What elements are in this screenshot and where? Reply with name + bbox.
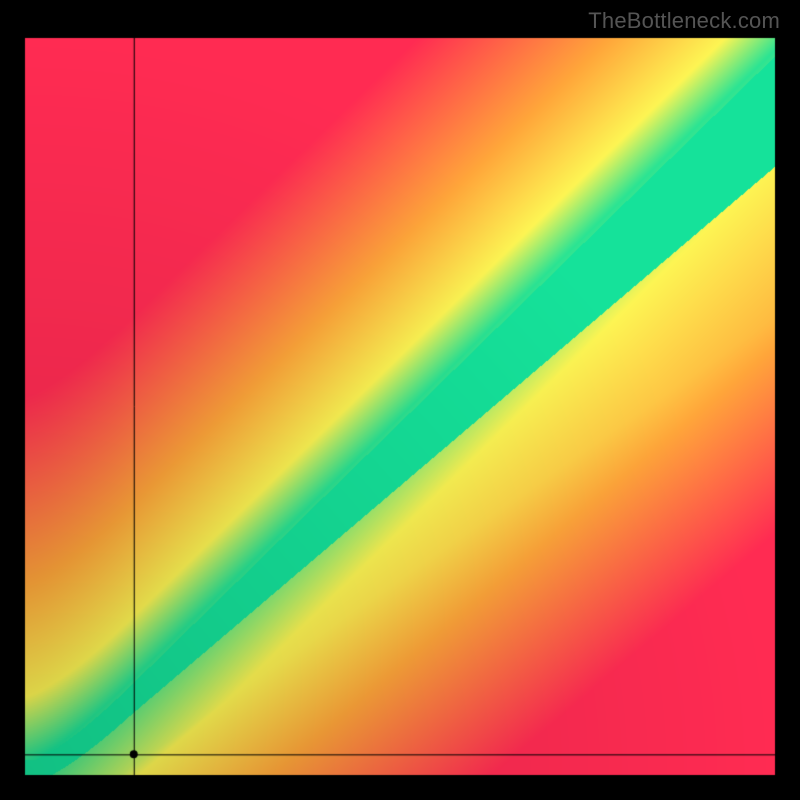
chart-container: TheBottleneck.com — [0, 0, 800, 800]
watermark-text: TheBottleneck.com — [588, 8, 780, 34]
heatmap-canvas — [0, 0, 800, 800]
